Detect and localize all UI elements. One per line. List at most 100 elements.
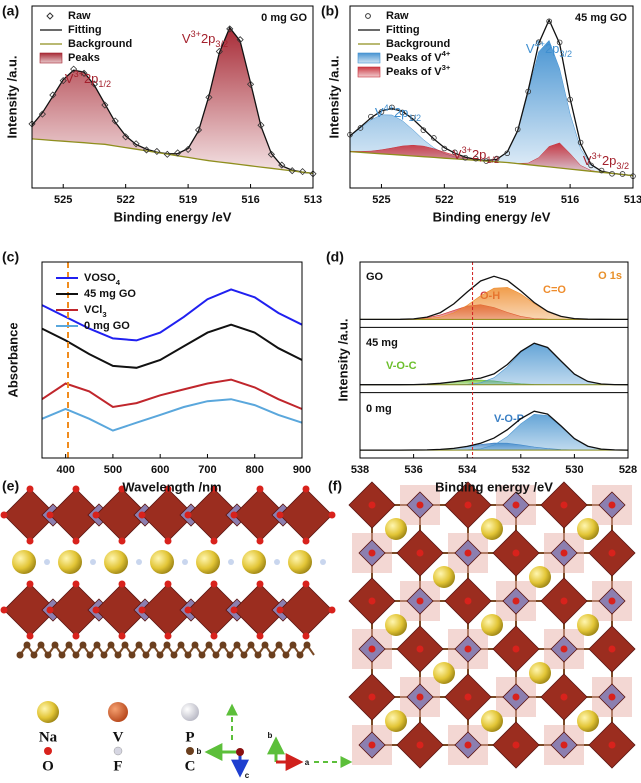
oxygen-atom: [464, 597, 472, 605]
f-atom: [182, 559, 188, 565]
na-atom: [433, 662, 455, 684]
legend-label: Background: [68, 38, 132, 50]
oxygen-atom: [512, 597, 520, 605]
carbon-atom: [198, 651, 206, 659]
oxygen-atom: [302, 537, 310, 545]
oxygen-atom: [0, 511, 8, 519]
oxygen-atom: [72, 632, 80, 640]
raw-marker: [441, 145, 448, 152]
legend-label-part: Peaks of V: [386, 66, 442, 78]
oxygen-atom: [464, 645, 472, 653]
oxygen-atom: [560, 693, 568, 701]
oxygen-atom: [608, 693, 616, 701]
na-atom: [104, 550, 128, 574]
oxygen-atom: [368, 597, 376, 605]
oxygen-atom: [72, 580, 80, 588]
axis-label: b: [268, 731, 273, 740]
x-tick-label: 522: [116, 194, 134, 206]
carbon-atom: [303, 641, 311, 649]
legend-sphere: [181, 703, 199, 721]
peak-annotation-part: 2p: [84, 71, 98, 86]
oxygen-atom: [560, 741, 568, 749]
series-line: [41, 323, 303, 369]
legend-label-part: 4+: [442, 49, 451, 58]
carbon-atom: [16, 651, 24, 659]
carbon-atom: [268, 651, 276, 659]
y-axis-label: Intensity /a.u.: [4, 55, 19, 138]
oxygen-atom: [184, 606, 192, 614]
raw-marker: [80, 69, 88, 77]
carbon-atom: [289, 641, 297, 649]
carbon-atom: [170, 651, 178, 659]
stack-label: 45 mg: [366, 337, 398, 349]
oxygen-atom: [560, 645, 568, 653]
oxygen-atom: [368, 549, 376, 557]
na-atom: [577, 518, 599, 540]
carbon-atom: [107, 641, 115, 649]
legend-label-part: Peaks of V: [386, 52, 442, 64]
panel-label: (b): [321, 3, 339, 19]
legend-marker: [46, 12, 54, 20]
raw-marker: [246, 80, 255, 88]
raw-marker: [236, 36, 244, 44]
oxygen-atom: [368, 501, 376, 509]
component-label: V-O-C: [386, 360, 417, 372]
oxygen-atom: [608, 597, 616, 605]
x-axis-label: Binding energy /eV: [435, 479, 553, 494]
raw-marker: [410, 114, 416, 121]
x-tick-label: 400: [56, 464, 74, 476]
legend-sphere: [37, 701, 59, 723]
peak-annotation-part: V: [526, 41, 535, 56]
raw-marker: [389, 104, 395, 111]
element-label: V: [113, 729, 124, 745]
chart-title: 45 mg GO: [575, 12, 627, 24]
oxygen-atom: [72, 537, 80, 545]
legend-label-part: 4: [116, 278, 121, 287]
oxygen-atom: [138, 511, 146, 519]
oxygen-atom: [276, 606, 284, 614]
component-label: C=O: [543, 284, 566, 296]
oxygen-atom: [164, 580, 172, 588]
x-tick-label: 525: [54, 194, 72, 206]
x-tick-label: 600: [151, 464, 169, 476]
oxygen-atom: [560, 549, 568, 557]
peak-annotation-part: 1/2: [408, 113, 421, 123]
legend-sphere: [186, 747, 194, 755]
x-axis-label: Binding energy /eV: [433, 209, 551, 224]
oxygen-atom: [164, 537, 172, 545]
oxygen-atom: [92, 606, 100, 614]
na-atom: [529, 662, 551, 684]
raw-marker: [619, 171, 626, 177]
raw-marker: [399, 109, 406, 116]
oxygen-atom: [46, 511, 54, 519]
peak-annotation: V3+2p1/2: [65, 69, 111, 89]
axis-label: b: [197, 747, 202, 756]
carbon-atom: [79, 641, 87, 649]
raw-marker: [588, 162, 594, 169]
oxygen-atom: [560, 597, 568, 605]
peak-annotation-part: 3+: [592, 151, 602, 161]
oxygen-atom: [164, 632, 172, 640]
x-tick-label: 538: [351, 464, 369, 476]
oxygen-atom: [230, 606, 238, 614]
na-atom: [242, 550, 266, 574]
element-label: P: [185, 729, 194, 745]
x-tick-label: 530: [565, 464, 583, 476]
oxygen-atom: [368, 693, 376, 701]
peak-annotation: V3+2p1/2: [453, 145, 499, 165]
peak-annotation-part: 3+: [191, 29, 201, 39]
carbon-atom: [114, 651, 122, 659]
carbon-atom: [233, 641, 241, 649]
x-tick-label: 513: [624, 194, 641, 206]
na-atom: [577, 710, 599, 732]
peak-annotation-part: 2p: [201, 31, 215, 46]
raw-marker: [257, 121, 265, 129]
oxygen-atom: [560, 501, 568, 509]
raw-marker: [38, 110, 46, 118]
raw-marker: [205, 93, 213, 101]
oxygen-atom: [416, 645, 424, 653]
raw-marker: [357, 125, 364, 131]
f-atom: [136, 559, 142, 565]
oxygen-atom: [210, 485, 218, 493]
